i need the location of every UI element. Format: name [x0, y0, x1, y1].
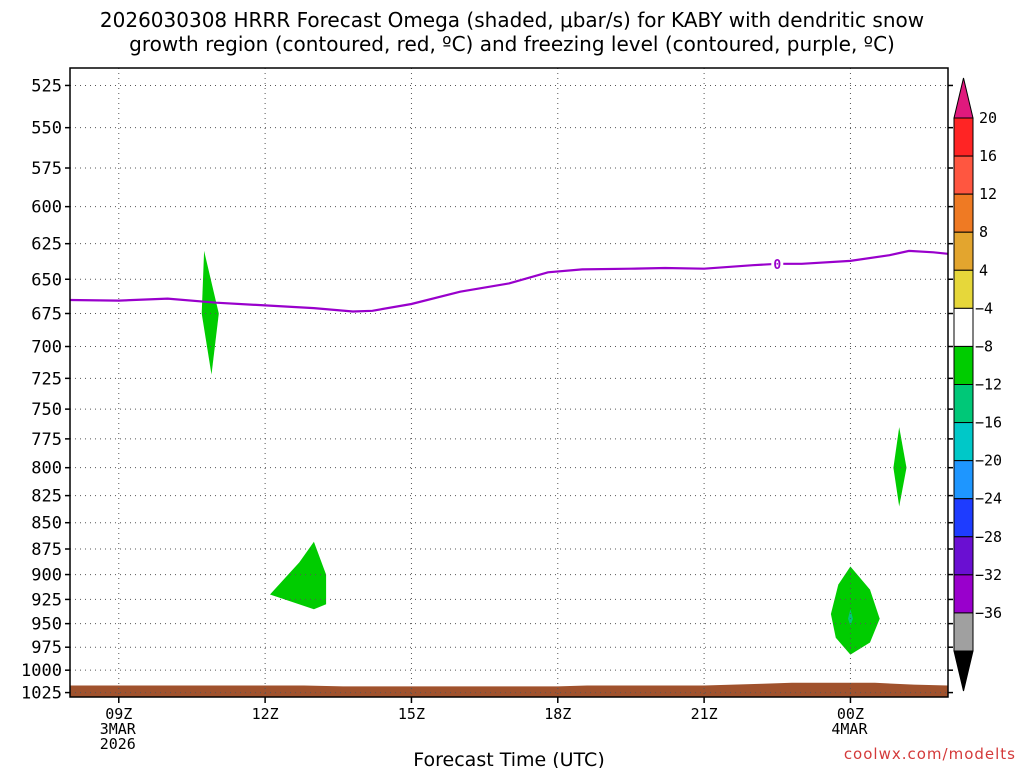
freezing-level-line	[70, 249, 948, 313]
colorbar-swatch	[953, 307, 974, 347]
colorbar-swatch	[953, 574, 974, 614]
colorbar-label: 4	[979, 261, 988, 279]
colorbar-swatch	[953, 193, 974, 233]
x-tick-label: 2026	[100, 735, 136, 753]
colorbar-swatch	[953, 612, 974, 652]
colorbar-swatch	[953, 345, 974, 385]
y-tick-label: 900	[31, 566, 62, 586]
freezing-level-label-bg	[771, 255, 784, 272]
y-tick-label: 725	[31, 369, 62, 389]
y-tick-label: 700	[31, 338, 62, 358]
x-tick-label: 3MAR	[100, 720, 137, 738]
y-tick-label: 675	[31, 305, 62, 325]
credit-text: coolwx.com/modelts	[843, 745, 1016, 763]
y-tick-label: 950	[31, 615, 62, 635]
colorbar-label: −20	[975, 452, 1002, 470]
colorbar-label: −24	[975, 490, 1002, 508]
chart-title: 2026030308 HRRR Forecast Omega (shaded, …	[0, 8, 1024, 56]
y-tick-label: 1025	[21, 684, 62, 704]
x-tick-label: 15Z	[398, 705, 425, 723]
y-tick-label: 625	[31, 235, 62, 255]
colorbar-label: −32	[975, 566, 1002, 584]
omega-area-4	[848, 609, 853, 626]
plot-area	[70, 68, 948, 697]
colorbar-label: −36	[975, 604, 1002, 622]
y-tick-label: 925	[31, 590, 62, 610]
colorbar-swatch	[953, 460, 974, 500]
x-tick-label: 4MAR	[831, 720, 868, 738]
colorbar-label: −28	[975, 528, 1002, 546]
x-tick-label: 00Z	[837, 705, 864, 723]
colorbar-label: 16	[979, 147, 997, 165]
colorbar-label: 8	[979, 223, 988, 241]
x-axis-title: Forecast Time (UTC)	[413, 749, 604, 768]
omega-area-5	[893, 427, 907, 507]
colorbar-label: 12	[979, 185, 997, 203]
colorbar-label: −16	[975, 414, 1002, 432]
y-tick-label: 975	[31, 638, 62, 658]
omega-area-2	[270, 541, 327, 610]
y-tick-label: 775	[31, 430, 62, 450]
colorbar-swatch	[953, 498, 974, 538]
terrain-ground	[70, 682, 948, 697]
colorbar-label: −4	[975, 299, 993, 317]
colorbar-label: −12	[975, 376, 1002, 394]
y-tick-label: 750	[31, 400, 62, 420]
y-tick-label: 875	[31, 540, 62, 560]
colorbar-top-arrow	[953, 77, 974, 119]
x-tick-label: 18Z	[544, 705, 571, 723]
y-tick-label: 550	[31, 119, 62, 139]
y-tick-label: 825	[31, 487, 62, 507]
colorbar-swatch	[953, 117, 974, 157]
plot-frame	[69, 67, 949, 698]
colorbar-swatch	[953, 269, 974, 309]
y-tick-label: 650	[31, 270, 62, 290]
freezing-level-label: 0	[773, 258, 781, 273]
omega-area-1	[201, 250, 219, 375]
x-tick-label: 09Z	[105, 705, 132, 723]
x-tick-label: 21Z	[691, 705, 718, 723]
colorbar-swatch	[953, 536, 974, 576]
y-tick-label: 575	[31, 159, 62, 179]
colorbar-swatch	[953, 155, 974, 195]
y-tick-label: 1000	[21, 661, 62, 681]
y-tick-label: 850	[31, 514, 62, 534]
y-tick-label: 800	[31, 459, 62, 479]
colorbar-swatch	[953, 384, 974, 424]
colorbar-label: −8	[975, 337, 993, 355]
colorbar-label: 20	[979, 109, 997, 127]
y-tick-label: 525	[31, 76, 62, 96]
y-tick-label: 600	[31, 198, 62, 218]
omega-area-3	[830, 566, 880, 655]
colorbar-swatch	[953, 422, 974, 462]
title-line-2: growth region (contoured, red, ºC) and f…	[129, 32, 895, 56]
x-tick-label: 12Z	[252, 705, 279, 723]
colorbar-bottom-arrow	[953, 650, 974, 692]
colorbar-swatch	[953, 231, 974, 271]
title-line-1: 2026030308 HRRR Forecast Omega (shaded, …	[99, 8, 925, 32]
